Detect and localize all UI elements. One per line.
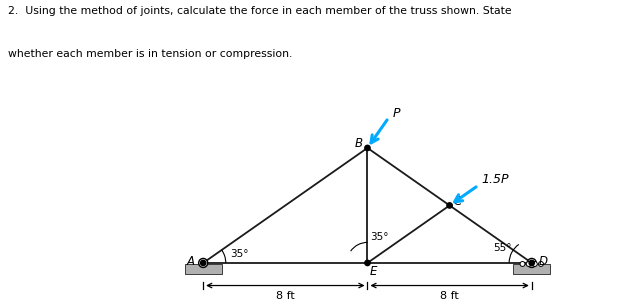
- Text: 35°: 35°: [371, 232, 389, 242]
- Bar: [514, 264, 550, 274]
- Circle shape: [202, 262, 204, 264]
- Circle shape: [530, 262, 533, 264]
- Text: 1.5P: 1.5P: [481, 173, 509, 186]
- Circle shape: [538, 261, 543, 267]
- Text: P: P: [392, 107, 401, 120]
- Circle shape: [532, 261, 537, 267]
- Text: D: D: [538, 255, 548, 268]
- Circle shape: [365, 260, 370, 266]
- Text: 8 ft: 8 ft: [276, 291, 295, 301]
- Circle shape: [529, 260, 535, 266]
- Text: C: C: [453, 195, 461, 208]
- Circle shape: [520, 261, 525, 267]
- Circle shape: [447, 203, 452, 208]
- Text: 8 ft: 8 ft: [440, 291, 459, 301]
- Text: B: B: [354, 137, 362, 150]
- Circle shape: [365, 145, 370, 151]
- Text: A: A: [187, 255, 195, 268]
- Circle shape: [527, 258, 537, 267]
- Text: E: E: [370, 265, 378, 278]
- Text: whether each member is in tension or compression.: whether each member is in tension or com…: [8, 49, 292, 59]
- Text: 2.  Using the method of joints, calculate the force in each member of the truss : 2. Using the method of joints, calculate…: [8, 6, 512, 16]
- Text: 35°: 35°: [230, 249, 248, 259]
- Circle shape: [526, 261, 531, 267]
- Bar: [184, 264, 222, 274]
- Circle shape: [199, 258, 207, 267]
- Text: 55°: 55°: [492, 242, 511, 253]
- Circle shape: [201, 260, 206, 266]
